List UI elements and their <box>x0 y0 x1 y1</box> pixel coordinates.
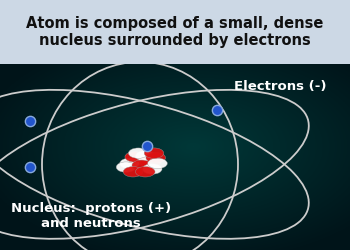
Circle shape <box>132 160 152 170</box>
Circle shape <box>141 157 160 168</box>
Circle shape <box>130 154 150 165</box>
Circle shape <box>125 152 145 162</box>
Circle shape <box>146 152 166 163</box>
Circle shape <box>135 151 155 161</box>
Circle shape <box>120 158 139 168</box>
Circle shape <box>144 148 164 158</box>
Text: Electrons (-): Electrons (-) <box>234 80 326 92</box>
Point <box>144 144 150 148</box>
Circle shape <box>135 166 155 177</box>
Point <box>214 108 220 112</box>
Point <box>27 165 33 169</box>
Circle shape <box>116 162 136 172</box>
Circle shape <box>123 166 143 177</box>
Text: Nucleus:  protons (+)
and neutrons: Nucleus: protons (+) and neutrons <box>11 202 171 230</box>
Point <box>27 118 33 122</box>
Circle shape <box>148 158 167 168</box>
Text: Atom is composed of a small, dense
nucleus surrounded by electrons: Atom is composed of a small, dense nucle… <box>26 16 324 48</box>
Circle shape <box>128 148 148 158</box>
Circle shape <box>142 164 162 174</box>
